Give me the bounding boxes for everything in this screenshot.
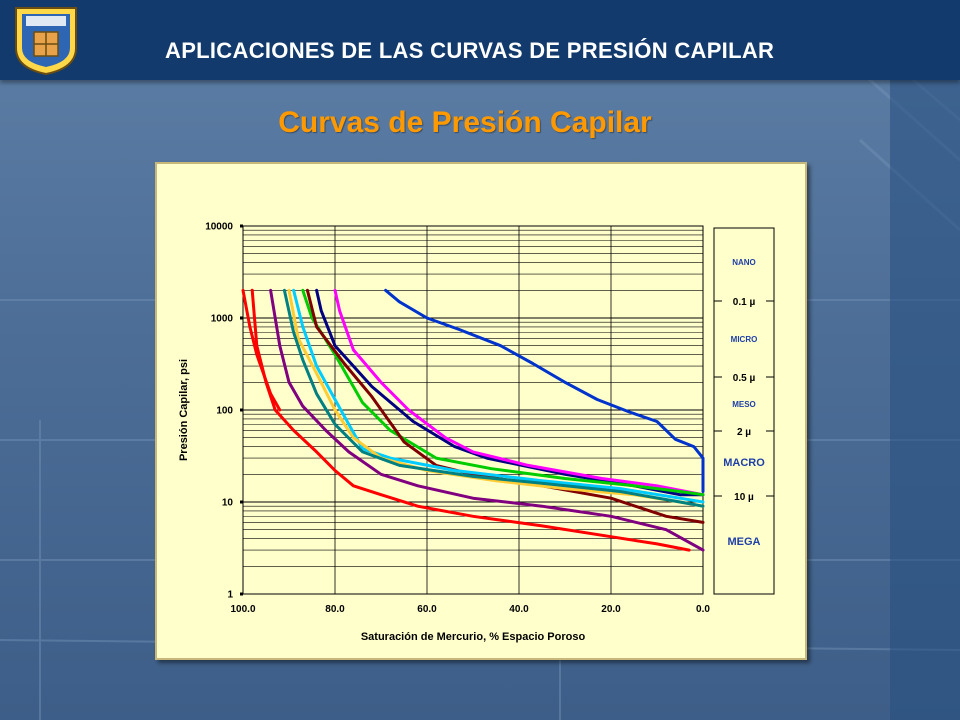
pore-zone-label: MESO (732, 400, 756, 409)
x-tick-label: 100.0 (230, 604, 255, 615)
y-tick-label: 10 (222, 498, 234, 509)
x-tick-labels: 100.0 80.0 60.0 40.0 20.0 0.0 (230, 604, 710, 615)
series-line-4 (301, 288, 705, 497)
pore-scale-labels: 0.1 µ 0.5 µ 2 µ 10 µ NANO MICRO MESO MACRO MEGA (714, 258, 774, 548)
y-tick-label: 1000 (211, 314, 234, 325)
series-line-2 (315, 288, 705, 497)
series-line-1 (384, 288, 705, 493)
pore-zone-label: NANO (732, 258, 756, 267)
y-tick-mark (240, 592, 243, 596)
pore-boundary-label: 0.1 µ (733, 297, 756, 308)
x-tick-label: 0.0 (696, 604, 710, 615)
university-seal-icon (15, 7, 77, 76)
x-tick-label: 20.0 (601, 604, 621, 615)
pore-boundary-label: 2 µ (737, 427, 751, 438)
y-tick-mark (240, 500, 243, 504)
y-axis-title: Presión Capilar, psi (178, 359, 190, 461)
pore-zone-label: MACRO (723, 457, 765, 469)
series-line-5 (305, 288, 705, 524)
y-tick-label: 1 (227, 590, 233, 601)
series-line-8 (282, 288, 705, 508)
pore-scale-frame (713, 227, 775, 595)
series-line-11 (241, 288, 282, 412)
pore-zone-label: MICRO (731, 335, 758, 344)
y-tick-labels: 1 10 100 1000 10000 (205, 222, 243, 601)
series-line-7 (287, 288, 705, 508)
pore-zone-label: MEGA (728, 536, 761, 548)
series-layer (241, 288, 705, 552)
y-tick-label: 100 (216, 406, 233, 417)
slide-title: Curvas de Presión Capilar (278, 106, 652, 139)
x-tick-label: 80.0 (325, 604, 345, 615)
x-tick-label: 60.0 (417, 604, 437, 615)
series-line-3 (333, 288, 705, 497)
y-tick-mark (240, 408, 243, 412)
capillary-pressure-chart: 1 10 100 1000 10000 100.0 80.0 60.0 40.0 20.0 0.0… (178, 222, 775, 643)
series-line-9 (269, 288, 705, 552)
pore-size-scale: 0.1 µ 0.5 µ 2 µ 10 µ NANO MICRO MESO MACRO MEGA (713, 227, 775, 595)
y-tick-mark (240, 224, 243, 228)
pore-boundary-label: 10 µ (734, 492, 754, 503)
pore-boundary-label: 0.5 µ (733, 373, 756, 384)
header-bar: APLICACIONES DE LAS CURVAS DE PRESIÓN CA… (0, 0, 960, 80)
x-axis-title: Saturación de Mercurio, % Espacio Poroso (361, 631, 586, 643)
chart-panel: 1 10 100 1000 10000 100.0 80.0 60.0 40.0 20.0 0.0… (155, 162, 807, 660)
y-tick-mark (240, 316, 243, 320)
x-tick-label: 40.0 (509, 604, 529, 615)
header-title: APLICACIONES DE LAS CURVAS DE PRESIÓN CA… (165, 38, 775, 63)
decorative-band (890, 80, 960, 720)
y-tick-label: 10000 (205, 222, 233, 233)
